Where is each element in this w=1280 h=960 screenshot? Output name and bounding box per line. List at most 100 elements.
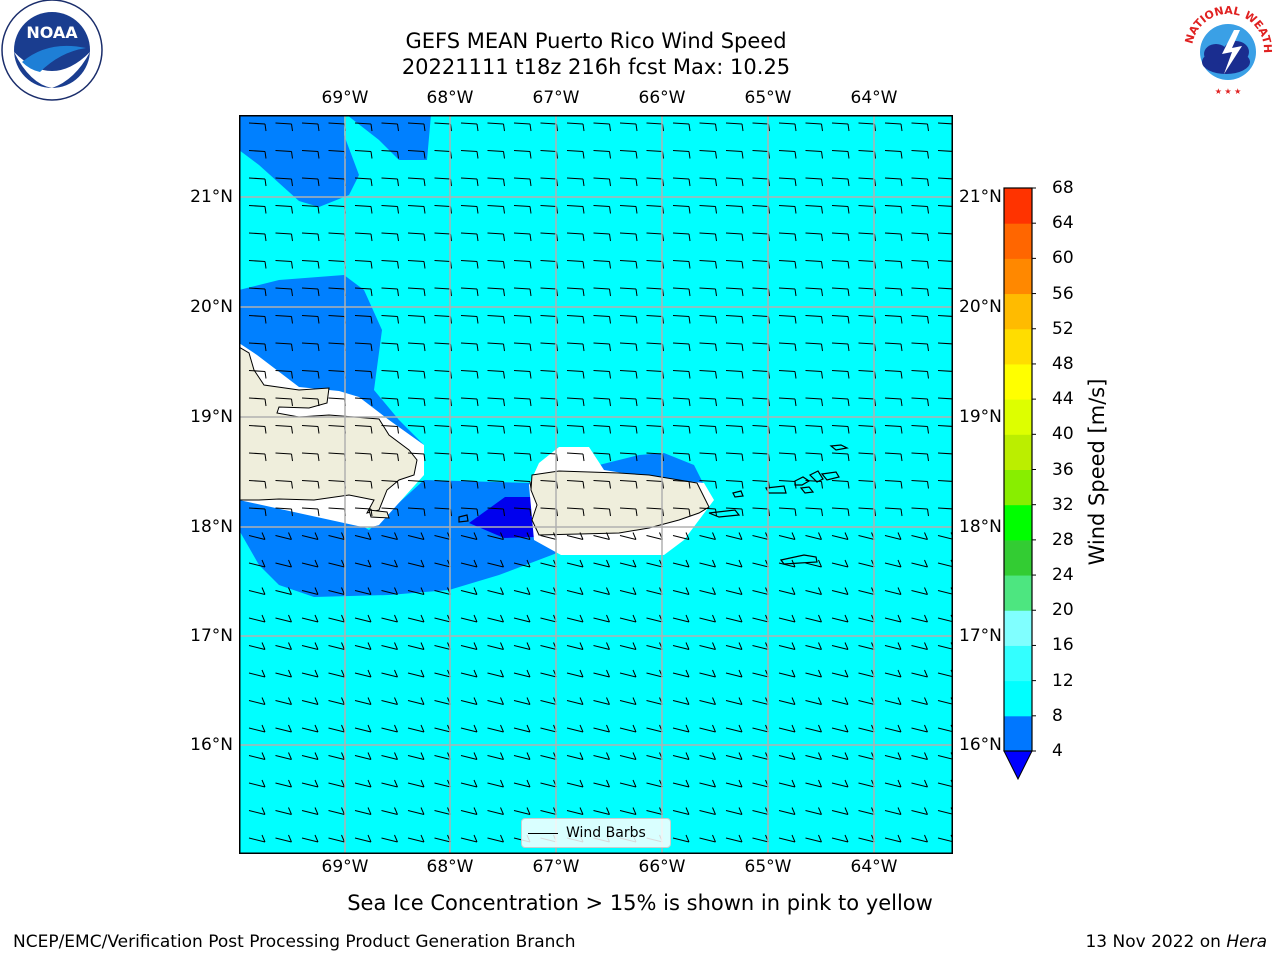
wind-barb — [248, 452, 267, 462]
wind-barb — [566, 779, 584, 788]
lat-tick-right: 20°N — [959, 297, 1002, 317]
wind-barb — [937, 150, 953, 152]
wind-barb — [487, 425, 505, 434]
wind-barb — [275, 260, 293, 269]
wind-barb — [593, 425, 611, 434]
footer-branch: NCEP/EMC/Verification Post Processing Pr… — [13, 932, 576, 952]
wind-zone-north — [239, 115, 359, 207]
wind-barb — [275, 452, 293, 462]
wind-barb — [460, 260, 479, 269]
wind-barb — [301, 480, 320, 489]
lon-tick-bottom: 67°W — [532, 857, 580, 877]
wind-barb — [248, 807, 266, 815]
wind-barb — [301, 697, 319, 705]
wind-barb — [460, 697, 478, 705]
wind-barb — [381, 205, 399, 214]
wind-barb — [513, 397, 532, 407]
wind-barb — [805, 452, 823, 462]
wind-barb — [805, 724, 822, 733]
wind-barb — [407, 697, 425, 705]
wind-barb — [275, 397, 293, 407]
wind-barb — [778, 669, 796, 678]
wind-barb — [778, 507, 797, 517]
wind-barb — [725, 287, 744, 297]
wind-barb — [778, 122, 797, 132]
wind-barb — [381, 587, 398, 595]
wind-barb — [672, 315, 691, 324]
wind-barb — [566, 559, 584, 568]
wind-barb — [725, 205, 744, 214]
wind-barb — [593, 480, 611, 489]
wind-barb — [937, 425, 953, 427]
wind-barbs-legend: Wind Barbs — [521, 818, 671, 848]
wind-barb — [884, 587, 902, 595]
wind-barb — [248, 532, 266, 540]
wind-barb — [725, 342, 744, 352]
wind-barb — [778, 425, 797, 434]
footer-machine: Hera — [1226, 932, 1267, 952]
wind-barb — [328, 752, 345, 760]
wind-barb — [275, 642, 292, 650]
wind-barb — [487, 342, 505, 352]
wind-barb — [487, 724, 504, 733]
wind-barb — [407, 177, 426, 187]
wind-barb — [725, 425, 744, 434]
wind-barb — [248, 287, 267, 297]
wind-barb — [672, 807, 690, 815]
wind-barb — [487, 397, 505, 407]
wind-barb — [460, 669, 478, 678]
wind-barb — [381, 697, 398, 705]
wind-barb — [248, 752, 266, 760]
wind-barb — [619, 315, 638, 324]
wind-barb — [911, 559, 928, 568]
wind-barb — [381, 724, 398, 733]
wind-barb — [354, 177, 373, 187]
wind-barb — [275, 232, 293, 242]
wind-barb — [248, 669, 266, 678]
wind-barb — [699, 587, 716, 595]
wind-barb — [248, 232, 267, 242]
wind-barb — [805, 614, 822, 623]
wind-barb — [593, 807, 610, 815]
lat-tick-right: 16°N — [959, 735, 1002, 755]
wind-barb — [672, 260, 691, 269]
wind-barb — [460, 232, 479, 242]
wind-barb — [699, 507, 717, 517]
wind-barb — [778, 150, 797, 159]
wind-barb — [301, 807, 319, 815]
wind-barb — [460, 834, 478, 843]
wind-barb — [672, 425, 691, 434]
wind-barb — [354, 724, 372, 733]
wind-barb — [354, 315, 373, 324]
wind-barb — [725, 614, 743, 623]
colorbar-tick-label: 24 — [1052, 565, 1074, 586]
wind-barb — [699, 232, 717, 242]
wind-barb — [911, 532, 928, 540]
wind-barb — [513, 532, 531, 540]
wind-barb — [248, 587, 266, 595]
wind-barb — [884, 315, 903, 324]
colorbar-segment — [1004, 504, 1032, 541]
colorbar-segment — [1004, 258, 1032, 295]
wind-barb — [593, 150, 611, 159]
wind-barb — [301, 205, 320, 214]
wind-barb — [911, 697, 928, 705]
nws-logo: NATIONAL WEATHER SERVICE ★ ★ ★ — [1176, 0, 1274, 96]
wind-barb — [884, 232, 903, 242]
wind-barb — [672, 834, 690, 843]
lat-tick-right: 17°N — [959, 626, 1002, 646]
wind-barb — [354, 150, 373, 159]
wind-barb — [699, 122, 717, 132]
sea-ice-caption: Sea Ice Concentration > 15% is shown in … — [347, 891, 933, 915]
wind-barb — [566, 122, 585, 132]
wind-barb — [381, 834, 398, 843]
wind-barb — [248, 370, 267, 379]
wind-barb — [725, 642, 743, 650]
wind-barb — [805, 779, 822, 788]
wind-barb — [619, 397, 638, 407]
wind-barb — [911, 397, 929, 407]
wind-barb — [619, 177, 638, 187]
wind-barb — [672, 532, 690, 540]
wind-barb — [301, 342, 320, 352]
wind-barb — [328, 669, 345, 678]
